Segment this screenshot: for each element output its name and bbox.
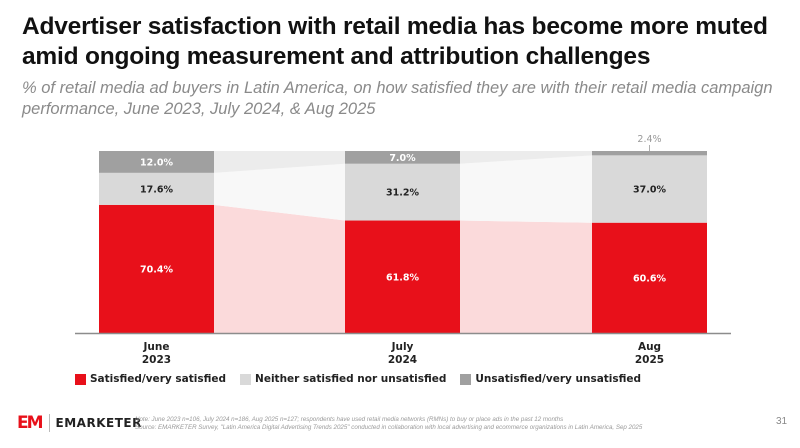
legend: Satisfied/very satisfied Neither satisfi…	[75, 373, 655, 385]
bar-segment-satisfied-very-satisfied	[345, 220, 460, 333]
bar-segment-neither-satisfied-nor-unsatisfied	[592, 155, 707, 223]
data-label: 37.0%	[633, 185, 666, 196]
data-label: 17.6%	[140, 184, 173, 195]
x-tick-label: 2025	[635, 354, 664, 366]
legend-swatch-unsatisfied	[460, 373, 472, 385]
bars	[99, 151, 707, 333]
data-label: 2.4%	[637, 134, 661, 145]
bar-segment-unsatisfied-very-unsatisfied	[99, 151, 214, 173]
legend-label-satisfied: Satisfied/very satisfied	[90, 373, 227, 385]
logo-wordmark: EMARKETER	[55, 416, 142, 430]
connector-neither-satisfied-nor-unsatisfied	[214, 163, 345, 221]
footnote: Note: June 2023 n=106, July 2024 n=186, …	[135, 416, 642, 432]
bar-segment-satisfied-very-satisfied	[99, 204, 214, 333]
logo-mark-icon: EM	[17, 413, 43, 433]
connector-neither-satisfied-nor-unsatisfied	[460, 155, 592, 223]
legend-label-unsatisfied: Unsatisfied/very unsatisfied	[475, 373, 642, 385]
bar-segment-unsatisfied-very-unsatisfied	[592, 151, 707, 156]
legend-swatch-satisfied	[75, 373, 86, 385]
x-tick-label: 2024	[388, 354, 417, 366]
data-label: 60.6%	[633, 273, 666, 284]
x-tick-label: June	[143, 341, 170, 353]
chart-title: Advertiser satisfaction with retail medi…	[22, 13, 768, 70]
bar-segment-satisfied-very-satisfied	[592, 222, 707, 333]
connector-bands	[214, 151, 592, 333]
footnote-source: Source: EMARKETER Survey, "Latin America…	[135, 424, 643, 431]
connector-satisfied-very-satisfied	[460, 220, 592, 333]
page-number: 31	[776, 416, 788, 427]
connector-satisfied-very-satisfied	[214, 204, 345, 333]
data-label: 61.8%	[386, 272, 419, 283]
data-labels: 70.4% 17.6% 12.0% 61.8% 31.2% 7.0% 60.6% 37.0% 2…	[140, 134, 666, 284]
emarketer-logo: EM EMARKETER	[17, 413, 142, 433]
legend-label-neither: Neither satisfied nor unsatisfied	[255, 373, 447, 385]
bar-segment-neither-satisfied-nor-unsatisfied	[99, 172, 214, 205]
data-label: 70.4%	[140, 264, 173, 275]
connector-unsatisfied-very-unsatisfied	[214, 151, 345, 173]
x-tick-label: 2023	[142, 354, 171, 366]
x-tick-label: Aug	[638, 341, 661, 353]
bar-segment-unsatisfied-very-unsatisfied	[345, 151, 460, 164]
data-label: 31.2%	[386, 188, 419, 199]
data-label: 12.0%	[140, 157, 173, 168]
bar-segment-neither-satisfied-nor-unsatisfied	[345, 163, 460, 221]
connector-unsatisfied-very-unsatisfied	[460, 151, 592, 164]
logo-divider	[48, 414, 50, 432]
legend-item-neither: Neither satisfied nor unsatisfied	[240, 373, 446, 385]
data-label: 7.0%	[389, 153, 416, 164]
legend-swatch-neither	[240, 373, 252, 385]
legend-item-unsatisfied: Unsatisfied/very unsatisfied	[460, 373, 641, 385]
x-tick-label: July	[391, 341, 414, 353]
footnote-note: Note: June 2023 n=106, July 2024 n=186, …	[135, 416, 564, 423]
legend-item-satisfied: Satisfied/very satisfied	[75, 373, 226, 385]
chart-subtitle: % of retail media ad buyers in Latin Ame…	[22, 79, 773, 118]
